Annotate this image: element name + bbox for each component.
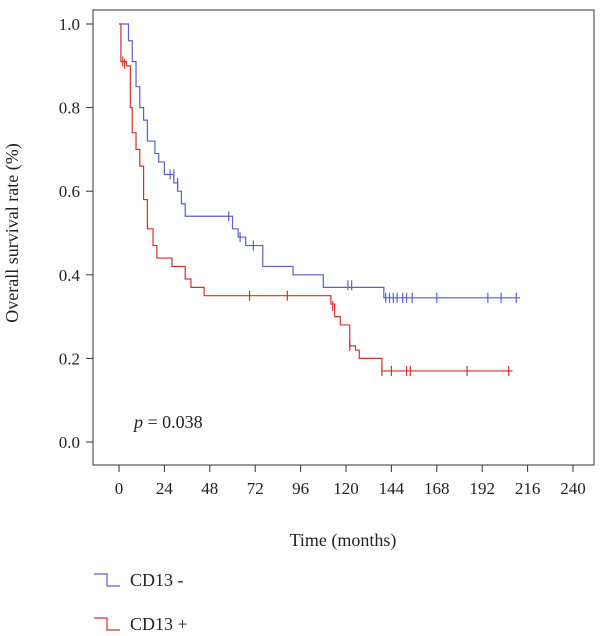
y-axis: 0.0 0.2 0.4 0.6 0.8 1.0 xyxy=(59,15,93,452)
legend-item: CD13 + xyxy=(94,614,188,634)
y-axis-title: Overall survival rate (%) xyxy=(2,143,23,322)
x-axis-title: Time (months) xyxy=(290,530,397,551)
x-tick-label: 168 xyxy=(424,479,450,498)
legend: CD13 - CD13 + xyxy=(94,570,188,634)
y-tick-label: 0.2 xyxy=(59,349,80,368)
series-layer xyxy=(119,23,521,376)
x-tick-label: 240 xyxy=(560,479,586,498)
legend-item: CD13 - xyxy=(94,570,184,590)
series-cd13-positive xyxy=(119,23,513,376)
legend-label: CD13 - xyxy=(130,570,184,590)
x-tick-label: 216 xyxy=(515,479,541,498)
legend-swatch xyxy=(94,573,120,587)
x-tick-label: 192 xyxy=(469,479,495,498)
x-tick-label: 144 xyxy=(379,479,405,498)
legend-label: CD13 + xyxy=(130,614,188,634)
y-tick-label: 0.8 xyxy=(59,99,80,118)
series-cd13-negative xyxy=(119,23,521,303)
y-tick-label: 0.0 xyxy=(59,433,80,452)
x-tick-label: 0 xyxy=(115,479,124,498)
y-tick-label: 0.4 xyxy=(59,266,81,285)
y-tick-label: 1.0 xyxy=(59,15,80,34)
x-tick-label: 24 xyxy=(156,479,174,498)
plot-frame xyxy=(92,9,595,466)
x-tick-label: 72 xyxy=(247,479,264,498)
x-tick-label: 48 xyxy=(201,479,218,498)
y-tick-label: 0.6 xyxy=(59,182,80,201)
legend-swatch xyxy=(94,617,120,631)
x-tick-label: 96 xyxy=(292,479,309,498)
survival-curve xyxy=(119,23,521,299)
p-symbol: p xyxy=(132,412,143,432)
x-axis: 0 24 48 72 96 120 144 168 192 216 240 xyxy=(115,465,586,498)
p-value-annotation: p = 0.038 xyxy=(132,412,203,432)
p-value: = 0.038 xyxy=(143,412,203,432)
x-tick-label: 120 xyxy=(333,479,359,498)
survival-curve xyxy=(119,23,513,372)
